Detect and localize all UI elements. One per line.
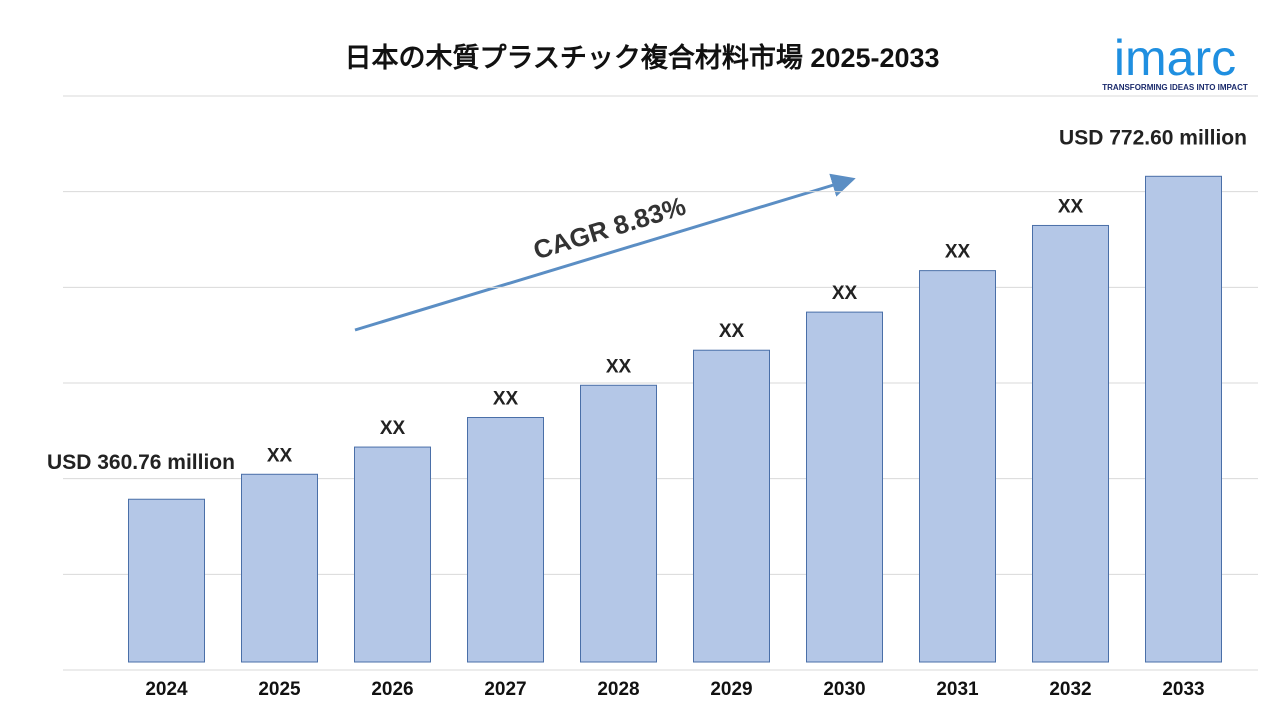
bar xyxy=(354,446,431,663)
x-tick-label: 2027 xyxy=(484,679,526,700)
x-tick-label: 2032 xyxy=(1049,679,1091,700)
cagr-arrow xyxy=(354,173,856,332)
value-label: XX xyxy=(606,356,632,377)
logo-tagline: TRANSFORMING IDEAS INTO IMPACT xyxy=(1102,83,1248,92)
logo-name: imarc xyxy=(1114,30,1236,86)
value-label: XX xyxy=(719,321,745,342)
value-label: USD 360.76 million xyxy=(47,451,235,474)
x-tick-label: 2029 xyxy=(710,679,752,700)
bar xyxy=(1145,175,1222,663)
value-label: XX xyxy=(1058,196,1084,217)
value-label: USD 772.60 million xyxy=(1059,127,1247,150)
bar xyxy=(919,270,996,663)
bar xyxy=(1032,224,1109,663)
value-label: XX xyxy=(832,283,858,304)
x-tick-label: 2033 xyxy=(1162,679,1204,700)
value-label: XX xyxy=(493,389,519,410)
bar xyxy=(806,311,883,663)
x-tick-label: 2028 xyxy=(597,679,639,700)
x-tick-label: 2024 xyxy=(145,679,188,700)
value-label: XX xyxy=(380,418,406,439)
bar xyxy=(467,417,544,663)
value-label: XX xyxy=(945,242,971,263)
chart-title: 日本の木質プラスチック複合材料市場 2025-2033 xyxy=(344,42,939,73)
bar xyxy=(128,498,205,663)
x-tick-label: 2025 xyxy=(258,679,301,700)
x-tick-label: 2026 xyxy=(371,679,413,700)
x-tick-label: 2031 xyxy=(936,679,979,700)
bar xyxy=(580,384,657,663)
value-label: XX xyxy=(267,445,293,466)
bar xyxy=(241,473,318,663)
bar xyxy=(693,349,770,663)
x-tick-label: 2030 xyxy=(823,679,865,700)
